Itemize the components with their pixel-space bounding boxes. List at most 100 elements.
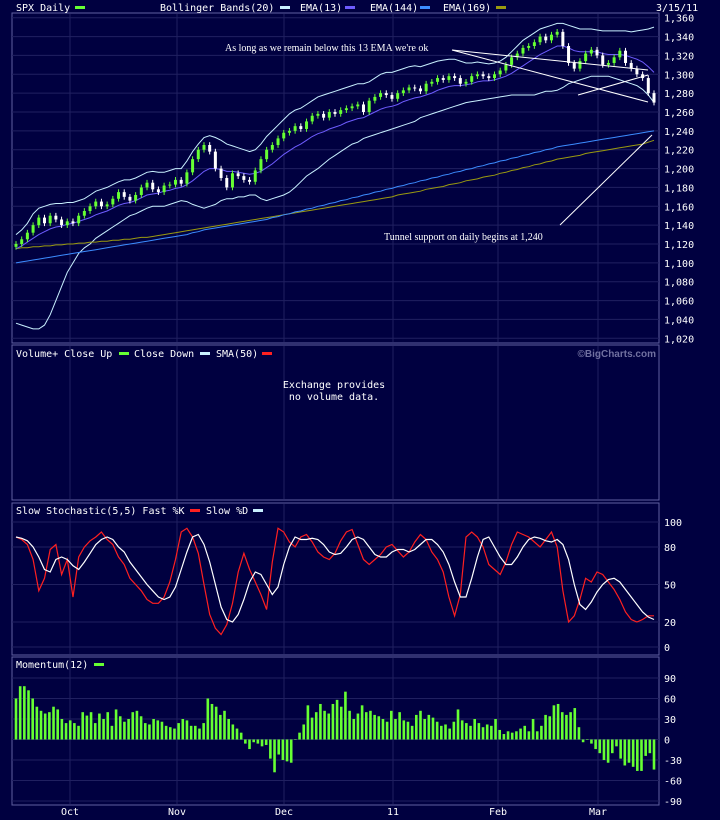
price-candle (470, 76, 474, 82)
momentum-bar (481, 727, 485, 740)
momentum-bar (402, 720, 406, 740)
legend-swatch-up (119, 352, 129, 355)
price-candle (65, 221, 69, 226)
momentum-bar (323, 710, 326, 740)
price-candle (276, 138, 280, 145)
price-candle (367, 100, 371, 112)
momentum-bar (623, 739, 627, 766)
momentum-bar (89, 712, 93, 740)
momentum-bar (652, 739, 656, 770)
momentum-bar (490, 725, 493, 740)
price-candle (248, 179, 252, 182)
price-ytick-label: 1,080 (664, 278, 694, 289)
momentum-bar (164, 725, 168, 740)
momentum-bar (598, 739, 602, 754)
annotation-line-2 (451, 49, 649, 103)
price-candle (589, 49, 593, 54)
price-ytick-label: 1,280 (664, 89, 694, 100)
momentum-bar (264, 739, 268, 745)
fastk-line (15, 527, 654, 636)
momentum-bar (273, 739, 276, 773)
price-candle (624, 50, 628, 63)
annotation-tunnel-text: Tunnel support on daily begins at 1,240 (384, 232, 543, 243)
price-candle (544, 36, 548, 41)
momentum-bar (527, 731, 531, 740)
momentum-bar (48, 712, 51, 740)
price-candle (606, 62, 610, 65)
price-candle (601, 55, 605, 65)
momentum-bar (406, 721, 410, 740)
momentum-ytick-label: 90 (664, 674, 676, 685)
momentum-bar (548, 716, 552, 740)
momentum-bar (319, 703, 322, 740)
price-candle (464, 81, 468, 84)
price-candle (94, 201, 98, 207)
price-candle (82, 211, 86, 216)
legend-swatch-slowd (253, 509, 263, 512)
price-candle (168, 184, 172, 186)
momentum-bar (198, 728, 201, 740)
price-candle (230, 173, 234, 188)
momentum-bar (619, 739, 622, 759)
stoch-ytick-label: 100 (664, 518, 682, 529)
stochastic-y-axis: 100 80 50 20 0 (664, 518, 682, 654)
price-candle (595, 49, 599, 56)
momentum-ytick-label: 30 (664, 715, 676, 726)
momentum-bar (256, 739, 260, 744)
x-axis: Oct Nov Dec 11 Feb Mar (61, 807, 607, 818)
price-candle (71, 221, 75, 224)
price-candle (287, 130, 291, 133)
momentum-bar (189, 725, 193, 740)
price-candle (635, 68, 639, 75)
momentum-bar (106, 712, 110, 740)
momentum-bar (627, 739, 631, 763)
price-candle (145, 182, 149, 188)
momentum-legend: Momentum(12) (16, 660, 104, 671)
momentum-bar (77, 725, 80, 740)
price-candle (487, 76, 491, 79)
price-candle (339, 110, 343, 114)
momentum-bar (173, 728, 176, 740)
x-tick-label: 11 (387, 807, 399, 818)
momentum-bar (456, 709, 460, 740)
momentum-bar (606, 739, 610, 763)
price-candle (652, 93, 656, 103)
momentum-bar (473, 719, 476, 740)
momentum-bar (415, 714, 418, 740)
legend-ema169: EMA(169) (443, 3, 491, 14)
slowd-line (15, 533, 655, 623)
price-candle (253, 170, 257, 182)
price-candle (584, 53, 588, 62)
stochastic-series (15, 527, 655, 636)
stoch-ytick-label: 0 (664, 643, 670, 654)
price-candle (270, 145, 274, 150)
momentum-bar (394, 719, 397, 740)
momentum-series (14, 686, 656, 773)
momentum-bar (615, 739, 618, 747)
price-candle (259, 159, 263, 171)
momentum-bar (102, 719, 105, 740)
price-candle (629, 62, 633, 69)
price-candle (14, 244, 18, 247)
price-candle (219, 168, 223, 178)
momentum-bar (356, 713, 360, 740)
price-candle (111, 198, 115, 205)
no-volume-line-2: no volume data. (289, 392, 379, 403)
momentum-bar (64, 723, 68, 740)
price-title: SPX Daily (16, 3, 70, 14)
momentum-bar (498, 729, 502, 740)
momentum-bar (560, 712, 564, 740)
legend-close-down: Close Down (134, 349, 194, 360)
momentum-bar (18, 686, 22, 740)
price-candle (88, 206, 92, 211)
momentum-bar (23, 686, 26, 740)
momentum-bar (569, 712, 572, 740)
volume-legend: Volume+ Close Up Close Down SMA(50) ©Big… (16, 349, 656, 403)
x-tick-label: Nov (168, 807, 186, 818)
price-candle (396, 93, 400, 99)
momentum-bar (444, 724, 447, 740)
momentum-bar (585, 739, 589, 740)
momentum-bar (177, 723, 180, 740)
price-candle (265, 149, 269, 160)
price-candle (105, 204, 109, 207)
